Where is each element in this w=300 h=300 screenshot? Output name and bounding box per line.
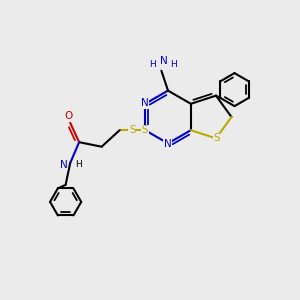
Text: N: N [141, 98, 148, 108]
Text: N: N [164, 139, 171, 149]
Text: S: S [129, 125, 136, 135]
Text: O: O [64, 111, 73, 121]
Text: H: H [150, 60, 156, 69]
Text: H: H [170, 60, 177, 69]
Text: N: N [60, 160, 68, 170]
Text: S: S [213, 134, 220, 143]
Text: H: H [75, 160, 82, 169]
Text: S: S [142, 125, 148, 135]
Text: N: N [160, 56, 167, 66]
